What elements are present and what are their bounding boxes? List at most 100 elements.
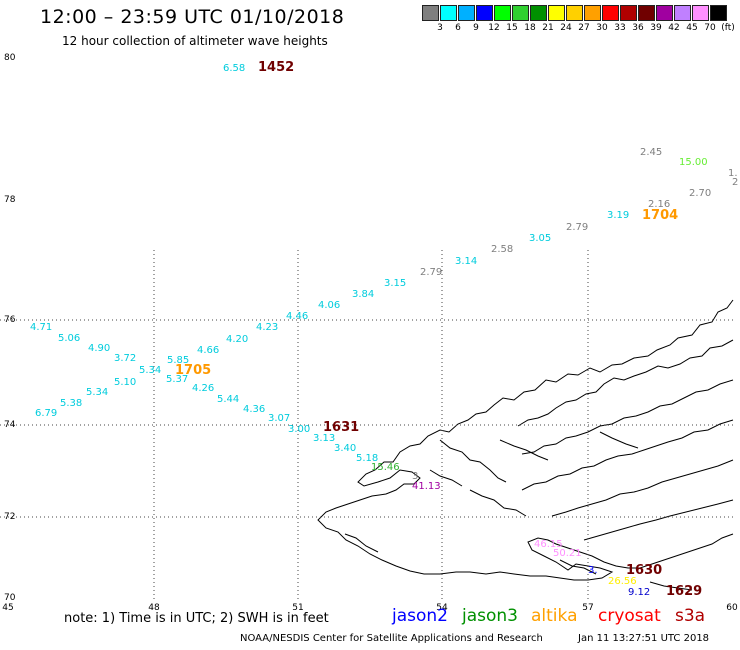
pass-time-label: 1631 bbox=[323, 420, 359, 435]
scale-swatch bbox=[638, 5, 655, 21]
wave-height-label: 3.72 bbox=[114, 353, 136, 364]
wave-height-label: 2.79 bbox=[420, 267, 442, 278]
lon-tick-label: 48 bbox=[148, 603, 160, 613]
scale-swatch bbox=[512, 5, 529, 21]
scale-label: 39 bbox=[650, 23, 662, 33]
scale-swatch bbox=[458, 5, 475, 21]
wave-height-label: 4.26 bbox=[192, 383, 214, 394]
wave-height-label: 4.06 bbox=[318, 300, 340, 311]
wave-height-label: 6.58 bbox=[223, 63, 245, 74]
coastline bbox=[317, 299, 734, 591]
legend-s3a: s3a bbox=[675, 606, 706, 626]
scale-swatch bbox=[476, 5, 493, 21]
grid bbox=[0, 250, 734, 600]
scale-label: (ft) bbox=[721, 23, 735, 33]
pass-time-label: 1705 bbox=[175, 363, 211, 378]
pass-time-label: 1452 bbox=[258, 60, 294, 75]
scale-swatch bbox=[656, 5, 673, 21]
scale-swatch bbox=[566, 5, 583, 21]
wave-height-label: 4.66 bbox=[197, 345, 219, 356]
scale-label: 15 bbox=[506, 23, 518, 33]
wave-height-label: 15.46 bbox=[371, 462, 400, 473]
wave-height-label: 3.15 bbox=[384, 278, 406, 289]
scale-swatch bbox=[422, 5, 439, 21]
wave-height-label: 46.15 bbox=[534, 539, 563, 550]
wave-height-label: 3 bbox=[412, 471, 418, 482]
scale-label: 27 bbox=[578, 23, 590, 33]
scale-swatch bbox=[692, 5, 709, 21]
pass-time-label: 1629 bbox=[666, 584, 702, 599]
wave-height-label: 5.10 bbox=[114, 377, 136, 388]
scale-label: 36 bbox=[632, 23, 644, 33]
lat-tick-label: 74 bbox=[4, 420, 16, 430]
lon-tick-label: 54 bbox=[436, 603, 448, 613]
page-title: 12:00 – 23:59 UTC 01/10/2018 bbox=[40, 6, 345, 28]
wave-height-label: 5.85 bbox=[167, 355, 189, 366]
wave-height-label: 5.34 bbox=[86, 387, 108, 398]
scale-label: 33 bbox=[614, 23, 626, 33]
wave-height-label: 9.12 bbox=[628, 587, 650, 598]
scale-swatch bbox=[548, 5, 565, 21]
scale-swatch bbox=[710, 5, 727, 21]
wave-height-label: 5.18 bbox=[356, 453, 378, 464]
credit-line: NOAA/NESDIS Center for Satellite Applica… bbox=[240, 633, 543, 644]
legend-jason2: jason2 bbox=[392, 606, 448, 626]
lat-tick-label: 78 bbox=[4, 195, 16, 205]
lon-tick-label: 60 bbox=[726, 603, 738, 613]
scale-swatch bbox=[440, 5, 457, 21]
scale-swatch bbox=[602, 5, 619, 21]
wave-height-label: 50.21 bbox=[553, 548, 582, 559]
scale-label: 42 bbox=[668, 23, 680, 33]
legend-jason3: jason3 bbox=[462, 606, 518, 626]
scale-swatch bbox=[494, 5, 511, 21]
scale-label: 70 bbox=[704, 23, 716, 33]
scale-swatch bbox=[620, 5, 637, 21]
wave-height-label: 5.06 bbox=[58, 333, 80, 344]
lat-tick-label: 70 bbox=[4, 593, 16, 603]
wave-height-label: 3.00 bbox=[288, 424, 310, 435]
lat-tick-label: 72 bbox=[4, 512, 15, 522]
wave-height-label: 3.13 bbox=[313, 433, 335, 444]
footnote: note: 1) Time is in UTC; 2) SWH is in fe… bbox=[64, 611, 329, 626]
lat-tick-label: 80 bbox=[4, 53, 16, 63]
wave-height-label: 2 bbox=[732, 177, 738, 188]
wave-height-label: 1. bbox=[728, 168, 738, 179]
scale-swatch bbox=[584, 5, 601, 21]
wave-height-label: 3.07 bbox=[268, 413, 290, 424]
pass-time-label: 1704 bbox=[642, 208, 678, 223]
wave-height-label: 15.00 bbox=[679, 157, 708, 168]
wave-height-label: 41.13 bbox=[412, 481, 441, 492]
generation-timestamp: Jan 11 13:27:51 UTC 2018 bbox=[578, 633, 710, 644]
page-subtitle: 12 hour collection of altimeter wave hei… bbox=[62, 34, 328, 48]
wave-height-label: 2.16 bbox=[648, 199, 670, 210]
lon-tick-label: 45 bbox=[2, 603, 13, 613]
wave-height-label: 4.20 bbox=[226, 334, 248, 345]
legend-cryosat: cryosat bbox=[598, 606, 661, 626]
wave-height-label: 26.56 bbox=[608, 576, 637, 587]
wave-height-label: 5.44 bbox=[217, 394, 239, 405]
scale-label: 12 bbox=[488, 23, 500, 33]
wave-height-label: 5.37 bbox=[166, 374, 188, 385]
scale-label: 3 bbox=[437, 23, 443, 33]
scale-label: 18 bbox=[524, 23, 536, 33]
wave-height-label: 5.38 bbox=[60, 398, 82, 409]
scale-label: 9 bbox=[473, 23, 479, 33]
lat-tick-label: 76 bbox=[4, 315, 16, 325]
scale-swatch bbox=[674, 5, 691, 21]
wave-height-label: 3.40 bbox=[334, 443, 356, 454]
wave-height-label: 5.34 bbox=[139, 365, 161, 376]
wave-height-label: 4.36 bbox=[243, 404, 265, 415]
wave-height-label: 2.58 bbox=[491, 244, 513, 255]
lon-tick-label: 57 bbox=[582, 603, 593, 613]
wave-height-label: 2.45 bbox=[640, 147, 662, 158]
wave-height-label: 2.79 bbox=[566, 222, 588, 233]
pass-time-label: 1630 bbox=[626, 563, 662, 578]
wave-height-label: 4.23 bbox=[256, 322, 278, 333]
scale-label: 30 bbox=[596, 23, 608, 33]
scale-label: 24 bbox=[560, 23, 572, 33]
wave-height-label: 6.79 bbox=[35, 408, 57, 419]
scale-label: 45 bbox=[686, 23, 698, 33]
wave-height-label: 3.14 bbox=[455, 256, 477, 267]
wave-height-label: 4.90 bbox=[88, 343, 110, 354]
